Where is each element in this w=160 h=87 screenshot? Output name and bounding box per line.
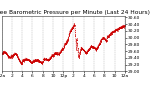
Title: Milwaukee Barometric Pressure per Minute (Last 24 Hours): Milwaukee Barometric Pressure per Minute…	[0, 10, 150, 15]
